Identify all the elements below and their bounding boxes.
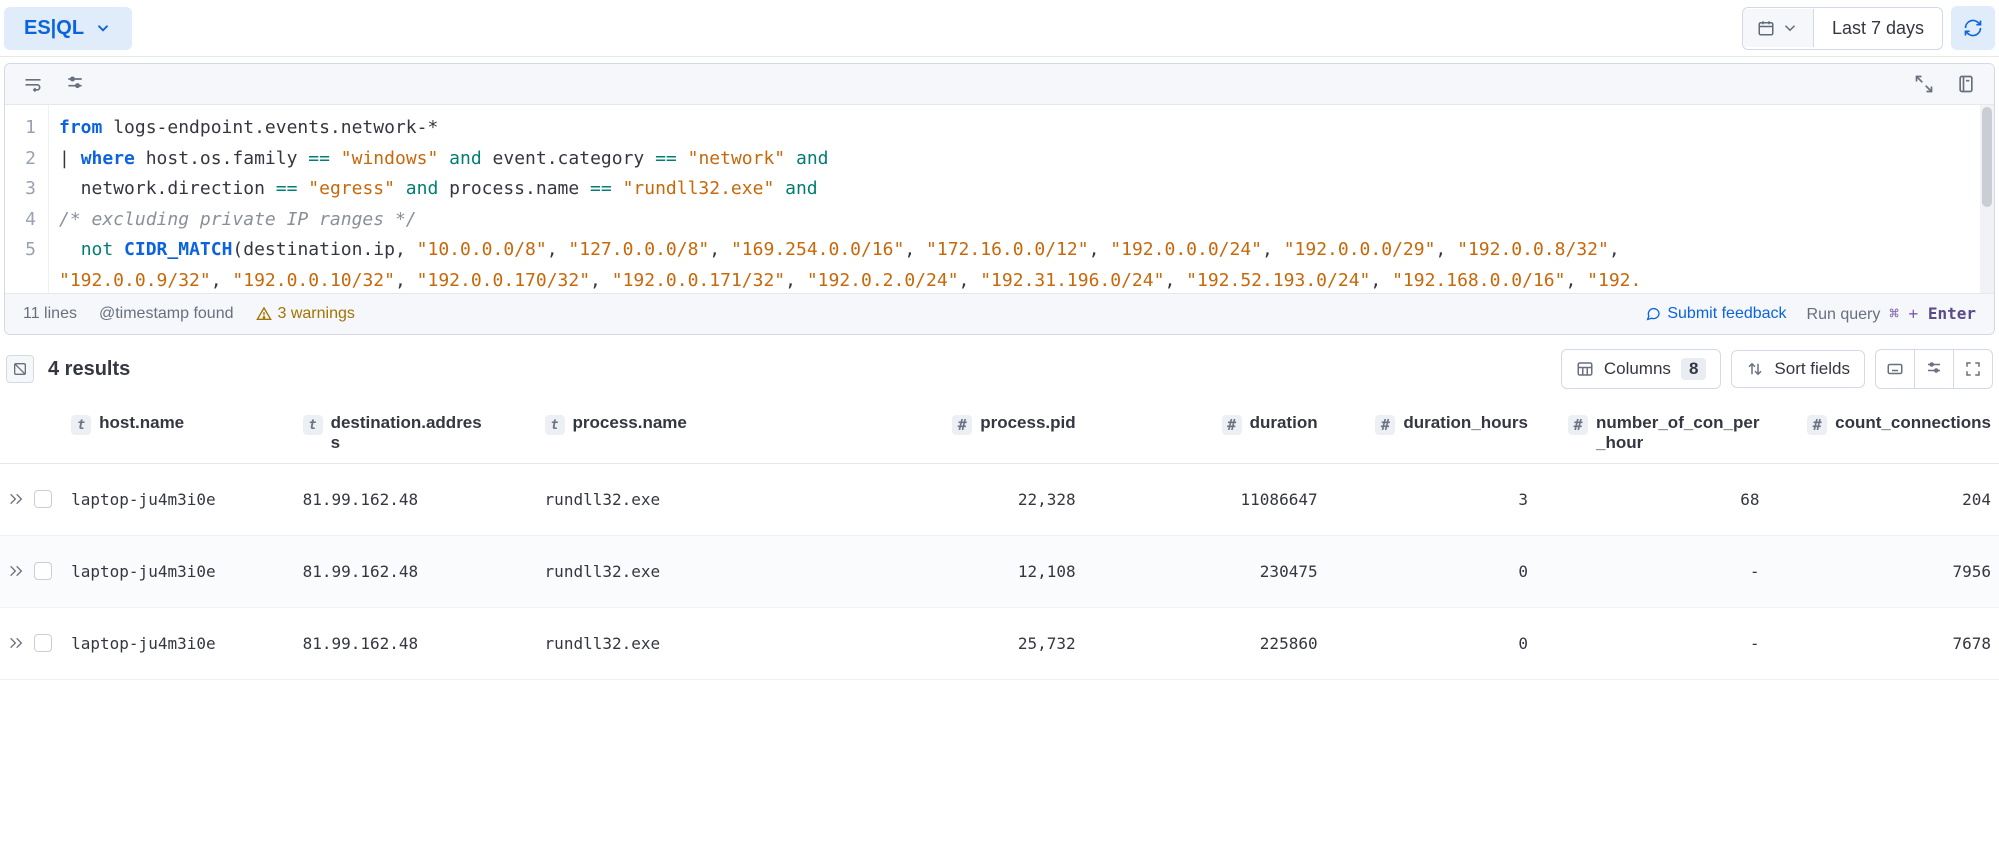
row-checkbox[interactable] — [34, 490, 52, 508]
table-cell: 81.99.162.48 — [295, 536, 537, 608]
table-cell: laptop-ju4m3i0e — [63, 536, 294, 608]
table-header-row: thost.nametdestination.addresstprocess.n… — [0, 403, 1999, 464]
timestamp-found: @timestamp found — [99, 305, 234, 323]
table-cell: 204 — [1767, 464, 1999, 536]
warning-icon — [256, 306, 272, 322]
table-cell: 22,328 — [842, 464, 1084, 536]
chat-icon — [1645, 306, 1661, 322]
panel-icon — [12, 361, 28, 377]
line-gutter: 12345 — [5, 105, 49, 293]
chevron-down-icon — [1781, 19, 1799, 37]
table-cell: 7956 — [1767, 536, 1999, 608]
vertical-scrollbar[interactable] — [1980, 105, 1994, 293]
date-range-icon-button[interactable] — [1743, 9, 1814, 47]
refresh-button[interactable] — [1951, 6, 1995, 50]
number-type-icon: # — [1807, 415, 1827, 435]
collapse-icon[interactable] — [1914, 74, 1934, 94]
table-cell: 68 — [1536, 464, 1767, 536]
table-cell: 81.99.162.48 — [295, 464, 537, 536]
calendar-icon — [1757, 19, 1775, 37]
display-settings-button[interactable] — [1914, 349, 1954, 389]
column-header[interactable]: #process.pid — [842, 403, 1084, 464]
table-cell: 0 — [1326, 608, 1536, 680]
table-cell: 11086647 — [1084, 464, 1326, 536]
column-header[interactable]: #number_of_con_per_hour — [1536, 403, 1767, 464]
table-row: laptop-ju4m3i0e81.99.162.48rundll32.exe1… — [0, 536, 1999, 608]
editor-status-bar: 11 lines @timestamp found 3 warnings Sub… — [5, 293, 1994, 334]
date-range-picker: Last 7 days — [1742, 7, 1943, 50]
columns-count-badge: 8 — [1681, 358, 1706, 380]
text-type-icon: t — [303, 415, 323, 435]
number-type-icon: # — [952, 415, 972, 435]
display-options-group — [1875, 349, 1993, 389]
number-type-icon: # — [1375, 415, 1395, 435]
column-header[interactable]: tdestination.address — [295, 403, 537, 464]
table-row: laptop-ju4m3i0e81.99.162.48rundll32.exe2… — [0, 608, 1999, 680]
results-header: 4 results Columns 8 Sort fields — [0, 335, 1999, 403]
warnings-indicator[interactable]: 3 warnings — [256, 305, 355, 323]
sliders-icon — [1925, 360, 1943, 378]
table-cell: laptop-ju4m3i0e — [63, 464, 294, 536]
table-cell: 225860 — [1084, 608, 1326, 680]
run-query-hint: Run query ⌘ + Enter — [1807, 304, 1976, 324]
fullscreen-icon — [1964, 360, 1982, 378]
sort-icon — [1746, 360, 1764, 378]
results-count-title: 4 results — [48, 358, 130, 381]
table-row: laptop-ju4m3i0e81.99.162.48rundll32.exe2… — [0, 464, 1999, 536]
submit-feedback-link[interactable]: Submit feedback — [1645, 305, 1786, 323]
column-header[interactable]: #count_connections — [1767, 403, 1999, 464]
results-table: thost.nametdestination.addresstprocess.n… — [0, 403, 1999, 680]
columns-icon — [1576, 360, 1594, 378]
table-cell: rundll32.exe — [537, 608, 842, 680]
row-checkbox[interactable] — [34, 562, 52, 580]
column-header[interactable]: #duration_hours — [1326, 403, 1536, 464]
scroll-thumb[interactable] — [1982, 107, 1992, 207]
table-cell: 0 — [1326, 536, 1536, 608]
expand-row-icon[interactable] — [8, 563, 24, 579]
number-type-icon: # — [1222, 415, 1242, 435]
table-cell: 230475 — [1084, 536, 1326, 608]
table-cell: - — [1536, 536, 1767, 608]
table-cell: laptop-ju4m3i0e — [63, 608, 294, 680]
table-cell: 81.99.162.48 — [295, 608, 537, 680]
table-cell: rundll32.exe — [537, 464, 842, 536]
table-cell: 25,732 — [842, 608, 1084, 680]
table-cell: - — [1536, 608, 1767, 680]
column-header[interactable]: #duration — [1084, 403, 1326, 464]
expand-row-icon[interactable] — [8, 635, 24, 651]
column-header[interactable]: thost.name — [63, 403, 294, 464]
sort-fields-button[interactable]: Sort fields — [1731, 350, 1865, 388]
wrap-lines-icon[interactable] — [23, 74, 43, 94]
code-content[interactable]: from logs-endpoint.events.network-*| whe… — [49, 105, 1994, 293]
keyboard-shortcuts-button[interactable] — [1875, 349, 1915, 389]
keyboard-icon — [1886, 360, 1904, 378]
code-area[interactable]: 12345 from logs-endpoint.events.network-… — [5, 105, 1994, 293]
text-type-icon: t — [71, 415, 91, 435]
refresh-icon — [1963, 18, 1983, 38]
number-type-icon: # — [1568, 415, 1588, 435]
row-checkbox[interactable] — [34, 634, 52, 652]
editor-toolbar — [5, 64, 1994, 105]
esql-label: ES|QL — [24, 17, 84, 40]
text-type-icon: t — [545, 415, 565, 435]
column-header[interactable]: tprocess.name — [537, 403, 842, 464]
date-range-label[interactable]: Last 7 days — [1814, 8, 1942, 49]
line-count: 11 lines — [23, 305, 77, 323]
top-bar: ES|QL Last 7 days — [0, 0, 1999, 57]
toggle-panel-button[interactable] — [6, 355, 34, 383]
table-cell: 3 — [1326, 464, 1536, 536]
fullscreen-button[interactable] — [1953, 349, 1993, 389]
settings-sliders-icon[interactable] — [65, 74, 85, 94]
reference-icon[interactable] — [1956, 74, 1976, 94]
esql-mode-button[interactable]: ES|QL — [4, 7, 132, 50]
table-cell: 12,108 — [842, 536, 1084, 608]
columns-button[interactable]: Columns 8 — [1561, 349, 1722, 389]
query-editor: 12345 from logs-endpoint.events.network-… — [4, 63, 1995, 335]
table-cell: rundll32.exe — [537, 536, 842, 608]
expand-row-icon[interactable] — [8, 491, 24, 507]
table-cell: 7678 — [1767, 608, 1999, 680]
chevron-down-icon — [94, 19, 112, 37]
